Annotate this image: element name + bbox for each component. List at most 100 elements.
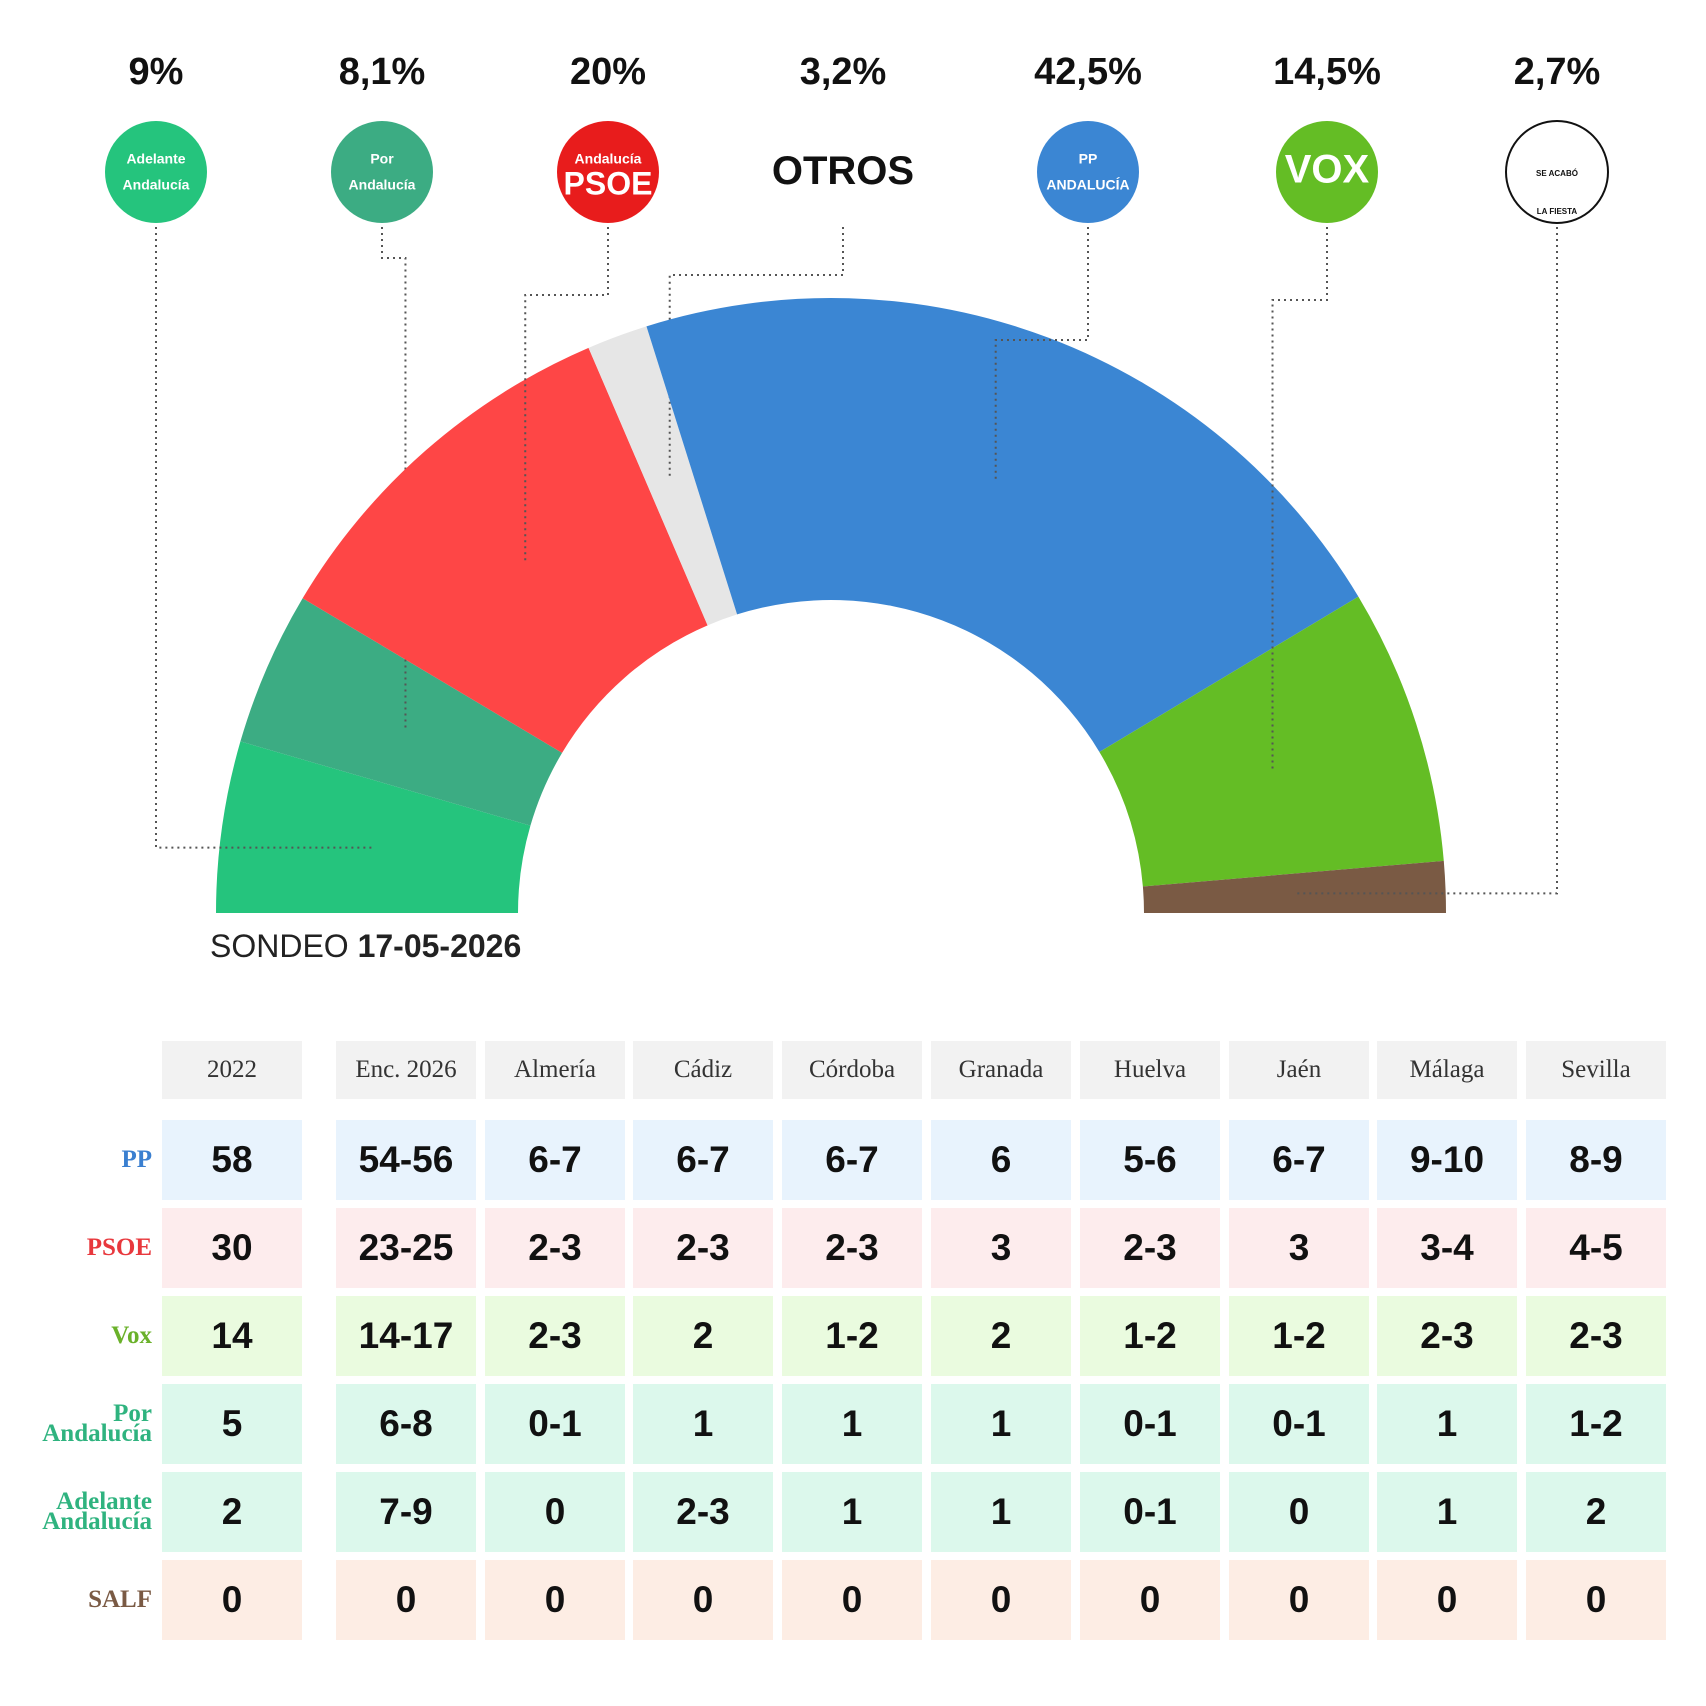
logo-text: LA FIESTA xyxy=(1537,207,1578,216)
table-cell: 6 xyxy=(931,1120,1071,1200)
table-cell: 54-56 xyxy=(336,1120,476,1200)
value-label: 14,5% xyxy=(1273,51,1381,93)
column-header: Jaén xyxy=(1229,1041,1369,1099)
table-cell: 1 xyxy=(1377,1384,1517,1464)
table-cell: 0 xyxy=(1526,1560,1666,1640)
chart: SONDEO 17-05-2026 9% Adelante Andalucía 8,1… xyxy=(105,51,1609,964)
row-label: SALF xyxy=(88,1586,152,1613)
column-header: Cádiz xyxy=(633,1041,773,1099)
table-cell: 6-7 xyxy=(485,1120,625,1200)
table-cell: 2-3 xyxy=(485,1296,625,1376)
row-label: Por Andalucía xyxy=(42,1400,152,1447)
table-cell: 9-10 xyxy=(1377,1120,1517,1200)
value-label: 42,5% xyxy=(1034,51,1142,93)
column-header: Almería xyxy=(485,1041,625,1099)
party-logo xyxy=(331,121,433,223)
table-cell: 3 xyxy=(931,1208,1071,1288)
logo-text: Andalucía xyxy=(123,177,190,193)
table-cell: 7-9 xyxy=(336,1472,476,1552)
table-cell: 5 xyxy=(162,1384,302,1464)
note: SONDEO 17-05-2026 xyxy=(210,928,521,964)
table-cell: 0 xyxy=(1229,1472,1369,1552)
column-header: 2022 xyxy=(162,1041,302,1099)
table-cell: 1-2 xyxy=(782,1296,922,1376)
party-logo xyxy=(1037,121,1139,223)
logo-text: Andalucía xyxy=(575,151,642,167)
table-cell: 6-7 xyxy=(1229,1120,1369,1200)
logo-text: PSOE xyxy=(564,165,653,201)
segment xyxy=(1099,596,1444,887)
column-header: Sevilla xyxy=(1526,1041,1666,1099)
table-cell: 1 xyxy=(633,1384,773,1464)
value-label: 9% xyxy=(129,51,184,93)
table-cell: 1 xyxy=(931,1384,1071,1464)
table-cell: 3-4 xyxy=(1377,1208,1517,1288)
table-cell: 0 xyxy=(931,1560,1071,1640)
table-cell: 2-3 xyxy=(1377,1296,1517,1376)
table-cell: 0 xyxy=(485,1560,625,1640)
table-cell: 0 xyxy=(162,1560,302,1640)
table-cell: 0 xyxy=(336,1560,476,1640)
table-cell: 0 xyxy=(485,1472,625,1552)
table-cell: 6-7 xyxy=(633,1120,773,1200)
table-cell: 30 xyxy=(162,1208,302,1288)
logo-text: Andalucía xyxy=(349,177,416,193)
table-cell: 4-5 xyxy=(1526,1208,1666,1288)
column-header: Enc. 2026 xyxy=(336,1041,476,1099)
table-cell: 2 xyxy=(633,1296,773,1376)
table-cell: 2-3 xyxy=(633,1208,773,1288)
party-logo xyxy=(1505,120,1609,224)
table-cell: 58 xyxy=(162,1120,302,1200)
column-header: Málaga xyxy=(1377,1041,1517,1099)
table-cell: 5-6 xyxy=(1080,1120,1220,1200)
value-label: 2,7% xyxy=(1514,51,1601,93)
row-label: Vox xyxy=(111,1322,152,1349)
segment xyxy=(240,598,563,826)
table-cell: 2 xyxy=(931,1296,1071,1376)
segment xyxy=(302,347,708,753)
table-cell: 1 xyxy=(931,1472,1071,1552)
column-header: Córdoba xyxy=(782,1041,922,1099)
column-header: Granada xyxy=(931,1041,1071,1099)
table-cell: 0-1 xyxy=(1229,1384,1369,1464)
logo-text: PP xyxy=(1079,151,1098,167)
table-cell: 2-3 xyxy=(485,1208,625,1288)
table-cell: 2 xyxy=(1526,1472,1666,1552)
table-cell: 23-25 xyxy=(336,1208,476,1288)
table-cell: 1-2 xyxy=(1229,1296,1369,1376)
leader-line xyxy=(668,227,844,478)
table-cell: 14-17 xyxy=(336,1296,476,1376)
table-cell: 0-1 xyxy=(485,1384,625,1464)
table-cell: 1 xyxy=(1377,1472,1517,1552)
row-label: PP xyxy=(121,1146,152,1173)
table-cell: 0 xyxy=(633,1560,773,1640)
table-cell: 0 xyxy=(1080,1560,1220,1640)
leader-line xyxy=(1271,227,1328,771)
table-cell: 2 xyxy=(162,1472,302,1552)
segment xyxy=(216,741,531,913)
value-label: 20% xyxy=(570,51,646,93)
table-cell: 0 xyxy=(1229,1560,1369,1640)
table-cell: 0 xyxy=(782,1560,922,1640)
table-cell: 0 xyxy=(1377,1560,1517,1640)
value-label: 8,1% xyxy=(339,51,426,93)
table-cell: 6-8 xyxy=(336,1384,476,1464)
party-logo xyxy=(557,121,659,223)
logo-text: Por xyxy=(370,151,394,167)
table-cell: 2-3 xyxy=(782,1208,922,1288)
value-label: 3,2% xyxy=(800,51,887,93)
table-cell: 1 xyxy=(782,1472,922,1552)
leader-line xyxy=(1294,227,1558,895)
table-cell: 2-3 xyxy=(1526,1296,1666,1376)
segment xyxy=(1142,860,1446,913)
logo-text: Adelante xyxy=(126,151,185,167)
table-cell: 1-2 xyxy=(1080,1296,1220,1376)
logo-text: VOX xyxy=(1285,148,1370,192)
row-label: PSOE xyxy=(86,1234,152,1261)
segment xyxy=(646,298,1359,752)
table-cell: 2-3 xyxy=(1080,1208,1220,1288)
table-cell: 1-2 xyxy=(1526,1384,1666,1464)
segment xyxy=(588,326,738,626)
row-label: Adelante Andalucía xyxy=(42,1488,152,1535)
note-date: 17-05-2026 xyxy=(358,928,522,964)
